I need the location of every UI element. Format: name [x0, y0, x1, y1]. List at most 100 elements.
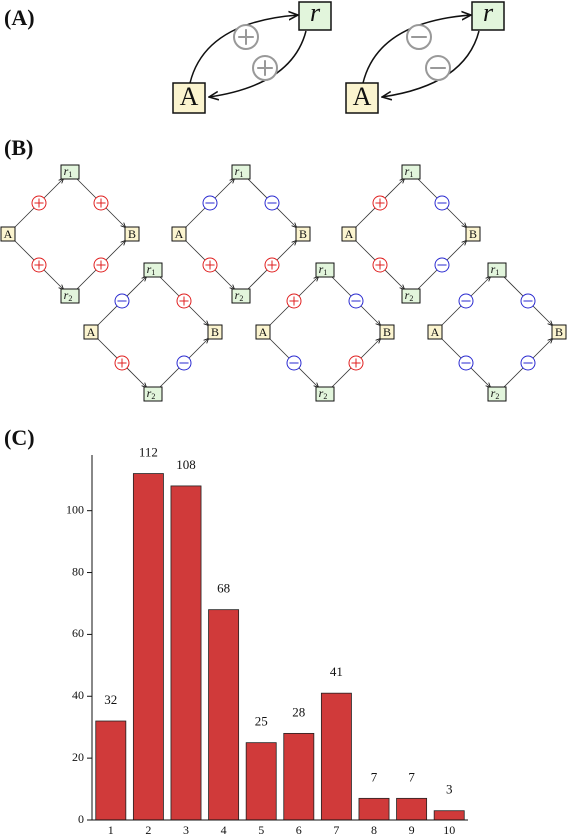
node-box [143, 386, 163, 402]
x-tick-label: 6 [296, 823, 302, 837]
panel-label: (A) [4, 5, 35, 30]
y-tick-label: 40 [72, 688, 84, 702]
node-label: r2 [147, 386, 156, 401]
node-label-sub: 1 [409, 170, 413, 179]
node-label: B [299, 227, 307, 241]
x-tick-label: 4 [221, 823, 227, 837]
node-label-base: r [491, 386, 496, 400]
node-label-base: r [319, 386, 324, 400]
arrow [189, 15, 298, 84]
node-box [551, 324, 567, 340]
x-tick-label: 3 [183, 823, 189, 837]
panel-label: (C) [4, 425, 35, 450]
node-label: A [175, 227, 184, 241]
bar [95, 720, 127, 821]
node-box [172, 82, 206, 114]
node-label-sub: 1 [239, 170, 243, 179]
node-box [427, 324, 443, 340]
node-label: r1 [491, 262, 500, 277]
value-label: 68 [217, 581, 230, 596]
node-label: r1 [64, 164, 73, 179]
value-label: 7 [371, 769, 378, 784]
node-label-base: r [405, 288, 410, 302]
node-label: r2 [235, 288, 244, 303]
node-label-sub: 2 [151, 392, 155, 401]
node-label: B [128, 227, 136, 241]
value-label: 3 [446, 782, 453, 797]
node-box [487, 262, 507, 278]
node-label: r1 [405, 164, 414, 179]
panel-label: (B) [4, 135, 33, 160]
node-label-base: r [319, 262, 324, 276]
y-tick-label: 0 [78, 812, 84, 826]
value-label: 25 [255, 714, 268, 729]
value-label: 28 [292, 704, 305, 719]
node-label: r1 [147, 262, 156, 277]
x-tick-label: 8 [371, 823, 377, 837]
x-tick-label: 7 [333, 823, 339, 837]
node-box [60, 164, 80, 180]
node-label-sub: 2 [495, 392, 499, 401]
node-label: r2 [405, 288, 414, 303]
node-label-base: r [405, 164, 410, 178]
bar [283, 732, 315, 821]
node-label: r [483, 0, 494, 27]
node-label: B [469, 227, 477, 241]
node-box [465, 226, 481, 242]
node-box [0, 226, 16, 242]
node-label: B [211, 325, 219, 339]
node-label: r2 [319, 386, 328, 401]
node-label-sub: 2 [323, 392, 327, 401]
node-label-sub: 1 [495, 268, 499, 277]
bar [170, 485, 202, 821]
node-box [143, 262, 163, 278]
bar [396, 797, 428, 821]
x-tick-label: 2 [145, 823, 151, 837]
x-tick-label: 10 [443, 823, 455, 837]
bar [358, 797, 390, 821]
node-label-sub: 2 [68, 294, 72, 303]
y-tick-label: 80 [72, 564, 84, 578]
bar [208, 609, 240, 821]
node-box [231, 288, 251, 304]
node-box [345, 82, 379, 114]
node-box [471, 1, 505, 31]
node-label-base: r [64, 288, 69, 302]
value-label: 108 [176, 457, 196, 472]
node-label-base: r [491, 262, 496, 276]
x-tick-label: 5 [258, 823, 264, 837]
node-box [231, 164, 251, 180]
node-label-sub: 2 [239, 294, 243, 303]
node-label: r1 [319, 262, 328, 277]
node-label: r1 [235, 164, 244, 179]
x-tick-label: 1 [108, 823, 114, 837]
node-box [379, 324, 395, 340]
bar [132, 473, 164, 821]
node-label-base: r [235, 288, 240, 302]
node-box [401, 288, 421, 304]
node-label-sub: 1 [151, 268, 155, 277]
node-label-sub: 2 [409, 294, 413, 303]
node-box [83, 324, 99, 340]
node-box [60, 288, 80, 304]
x-tick-label: 9 [409, 823, 415, 837]
node-box [295, 226, 311, 242]
node-box [255, 324, 271, 340]
node-label-base: r [147, 386, 152, 400]
node-label: A [4, 227, 13, 241]
y-tick-label: 100 [66, 502, 84, 516]
node-label: r2 [491, 386, 500, 401]
bar [320, 692, 352, 821]
node-label-base: r [235, 164, 240, 178]
node-label: A [180, 82, 199, 111]
node-label-base: r [64, 164, 69, 178]
node-label: A [259, 325, 268, 339]
node-label: r2 [64, 288, 73, 303]
bar [433, 810, 465, 821]
node-box [298, 1, 332, 31]
value-label: 7 [408, 769, 415, 784]
node-box [401, 164, 421, 180]
node-label: A [431, 325, 440, 339]
node-box [315, 386, 335, 402]
